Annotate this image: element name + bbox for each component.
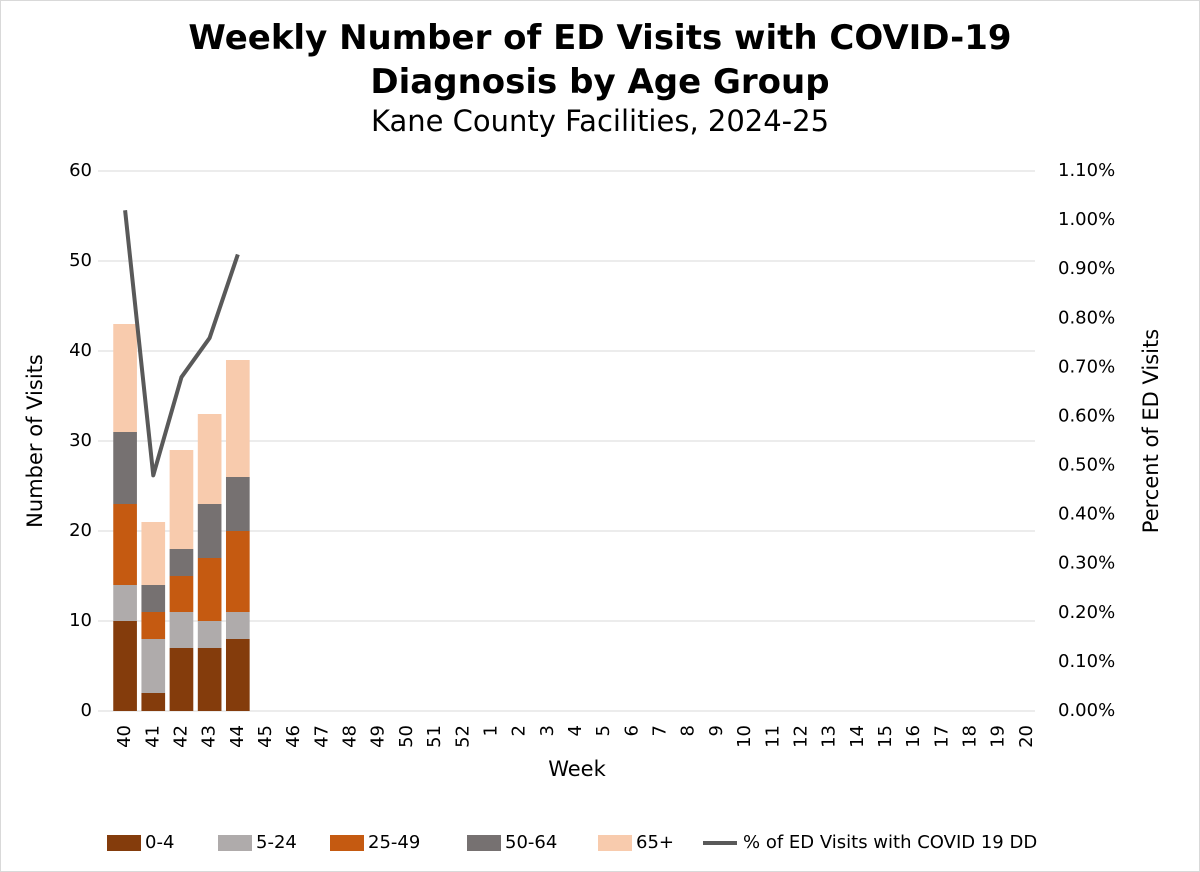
bar [225,477,250,531]
legend-label: 5-24 [256,832,297,853]
chart-subtitle: Kane County Facilities, 2024-25 [370,104,830,138]
x-tick-label: 9 [706,725,727,736]
bar [197,621,222,648]
y-tick-label: 60 [69,160,92,181]
y2-tick-label: 0.40% [1058,504,1115,525]
legend-swatch [330,835,364,851]
x-tick-label: 42 [170,725,191,748]
line [123,210,240,478]
bar [225,360,250,477]
x-tick-label: 18 [960,725,981,748]
x-tick-label: 40 [114,725,135,748]
y-tick-label: 20 [69,520,92,541]
bar [113,585,137,621]
bar [169,450,194,549]
y2-tick-label: 0.50% [1058,455,1115,476]
x-tick-label: 2 [509,725,530,736]
y-tick-label: 0 [81,700,92,721]
x-tick-label: 12 [790,725,811,748]
bar [141,585,166,612]
y2-tick-label: 0.70% [1058,356,1115,377]
x-tick-label: 6 [621,725,642,736]
x-tick-label: 3 [537,725,558,736]
bar [113,621,137,711]
bar [169,576,194,612]
x-tick-label: 15 [875,725,896,748]
x-tick-label: 52 [452,725,473,748]
x-tick-label: 14 [847,725,868,748]
bar [141,522,166,585]
x-tick-label: 41 [142,725,163,748]
bar [169,648,194,711]
bar [141,612,166,639]
x-tick-label: 19 [988,725,1009,748]
x-tick-label: 1 [480,725,501,736]
y2-tick-label: 0.10% [1058,651,1115,672]
legend-label: 25-49 [368,832,420,853]
legend-swatch [218,835,252,851]
y-tick-label: 10 [69,610,92,631]
bar [113,324,137,432]
x-tick-label: 50 [396,725,417,748]
x-tick-label: 5 [593,725,614,736]
legend-swatch [467,835,501,851]
bar [197,414,222,504]
bar [141,693,166,711]
y2-tick-label: 1.10% [1058,160,1115,181]
bar [197,504,222,558]
x-tick-label: 10 [734,725,755,748]
x-tick-label: 13 [819,725,840,748]
x-tick-label: 48 [340,725,361,748]
x-tick-label: 16 [903,725,924,748]
y2-tick-label: 0.20% [1058,602,1115,623]
bar [141,639,166,693]
x-tick-label: 4 [565,725,586,736]
x-tick-label: 47 [311,725,332,748]
x-tick-label: 7 [650,725,671,736]
bar [225,531,250,612]
y-axis-label: Number of Visits [23,354,47,528]
bar [197,648,222,711]
x-tick-label: 43 [199,725,220,748]
x-tick-label: 11 [762,725,783,748]
x-tick-label: 49 [368,725,389,748]
x-axis-label: Week [548,757,606,781]
x-tick-label: 20 [1016,725,1037,748]
legend-label: 65+ [636,832,674,853]
x-tick-label: 51 [424,725,445,748]
bar [225,612,250,639]
bar [169,612,194,648]
y2-tick-label: 0.00% [1058,700,1115,721]
chart-title: Weekly Number of ED Visits with COVID-19… [188,18,1012,102]
y2-tick-label: 0.60% [1058,405,1115,426]
bar [113,504,137,585]
legend-swatch [107,835,141,851]
bar [197,558,222,621]
y-tick-label: 40 [69,340,92,361]
bar [113,432,137,504]
legend-label: % of ED Visits with COVID 19 DD [743,832,1037,853]
bar [225,639,250,711]
legend-swatch [598,835,632,851]
y2-tick-label: 0.30% [1058,553,1115,574]
bar [169,549,194,576]
x-tick-label: 44 [227,725,248,748]
y2-axis-label: Percent of ED Visits [1139,329,1163,533]
legend-label: 50-64 [505,832,557,853]
y-tick-label: 30 [69,430,92,451]
x-tick-label: 8 [678,725,699,736]
legend-label: 0-4 [145,832,174,853]
x-tick-label: 17 [931,725,952,748]
x-tick-label: 46 [283,725,304,748]
y-tick-label: 50 [69,250,92,271]
y2-tick-label: 0.80% [1058,307,1115,328]
y2-tick-label: 1.00% [1058,209,1115,230]
y2-tick-label: 0.90% [1058,258,1115,279]
x-tick-label: 45 [255,725,276,748]
